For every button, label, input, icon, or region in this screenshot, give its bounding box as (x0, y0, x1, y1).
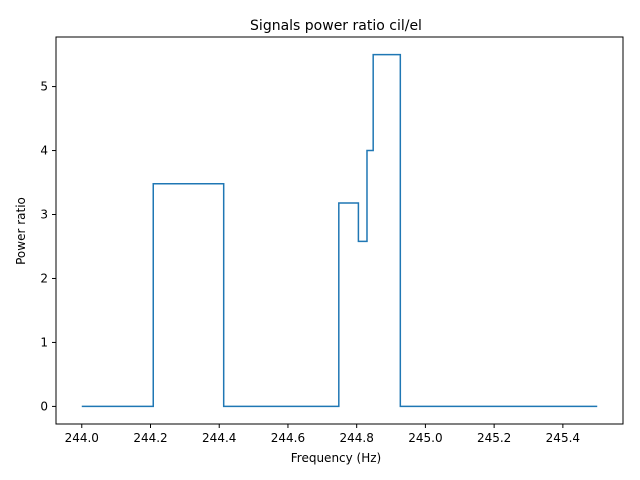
chart-title: Signals power ratio cil/el (250, 18, 422, 34)
x-tick-label: 245.0 (408, 431, 442, 445)
y-tick-label: 2 (40, 271, 48, 285)
x-tick-label: 244.8 (340, 431, 374, 445)
y-tick-label: 1 (40, 335, 48, 349)
y-tick-label: 3 (40, 208, 48, 222)
y-axis: 0 1 2 3 4 5 (40, 80, 56, 413)
x-tick-label: 245.2 (477, 431, 511, 445)
y-tick-label: 5 (40, 80, 48, 94)
x-tick-label: 245.4 (546, 431, 580, 445)
x-tick-label: 244.4 (202, 431, 236, 445)
y-tick-label: 4 (40, 144, 48, 158)
y-tick-label: 0 (40, 399, 48, 413)
x-tick-label: 244.2 (133, 431, 167, 445)
x-axis-label: Frequency (Hz) (291, 451, 382, 465)
series-line (81, 53, 598, 408)
plot-frame (55, 36, 624, 425)
x-tick-label: 244.0 (65, 431, 99, 445)
x-tick-label: 244.6 (271, 431, 305, 445)
x-axis: 244.0 244.2 244.4 244.6 244.8 245.0 245.2 245.4 (65, 424, 580, 445)
y-axis-label: Power ratio (14, 197, 28, 265)
